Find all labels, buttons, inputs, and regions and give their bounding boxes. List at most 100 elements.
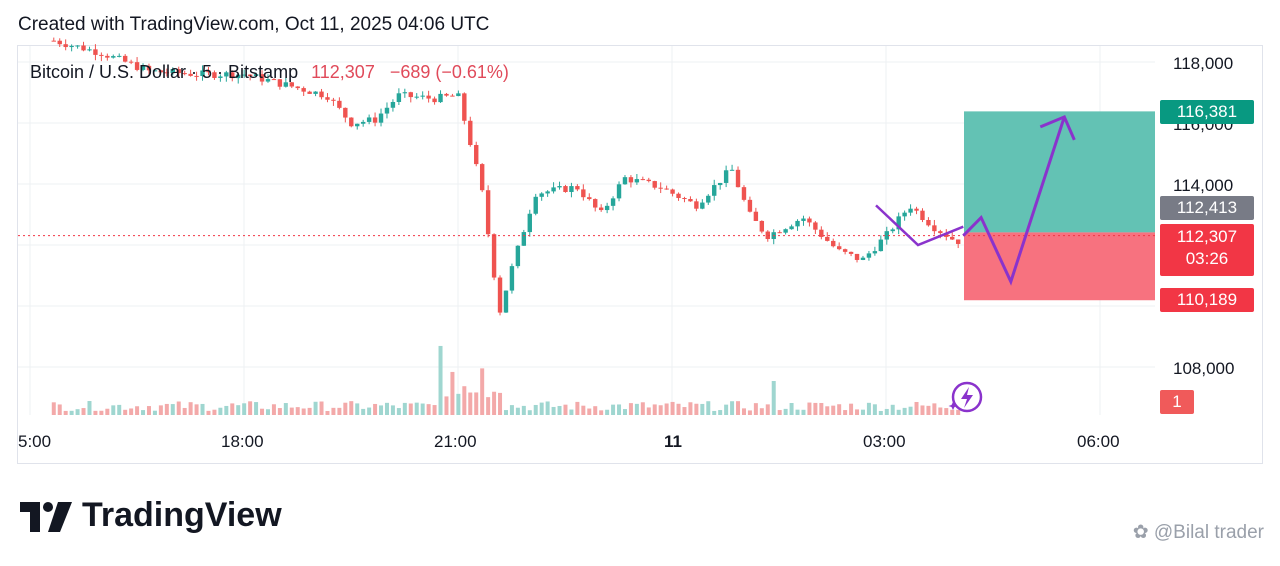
candle-body [271, 79, 277, 81]
chart-frame[interactable] [17, 45, 1263, 464]
volume-bar [908, 406, 913, 415]
volume-bar [331, 407, 336, 415]
candle-body [158, 70, 164, 73]
volume-bar [950, 409, 955, 415]
volume-bar [736, 401, 741, 415]
symbol-change: −689 (−0.61%) [389, 62, 509, 82]
volume-bar [652, 404, 657, 415]
candle-body [902, 212, 907, 217]
volume-bar [872, 404, 877, 415]
candle-body [402, 92, 408, 94]
volume-bar [498, 392, 503, 415]
candle-body [640, 179, 646, 181]
candle-body [247, 74, 253, 77]
volume-bar [658, 405, 663, 415]
volume-bar [843, 410, 848, 415]
candle-body [462, 93, 467, 121]
candle-body [842, 249, 848, 252]
volume-bar [521, 405, 526, 415]
volume-bar [105, 408, 110, 415]
volume-bar [587, 408, 592, 415]
volume-bar [492, 391, 497, 415]
candle-body [616, 184, 622, 199]
candle-body [759, 220, 765, 232]
candle-body [384, 107, 390, 114]
watermark-text: @Bilal trader [1153, 522, 1264, 543]
volume-bar [617, 404, 622, 415]
candle-body [729, 169, 735, 171]
candle-body [908, 208, 913, 213]
candle-body [360, 121, 366, 124]
volume-bar [837, 404, 842, 415]
volume-bar [390, 405, 395, 415]
candle-body [414, 96, 419, 98]
volume-bar [664, 403, 669, 415]
watermark: ✿ @Bilal trader [1133, 521, 1264, 544]
brand-logo: TradingView [20, 496, 282, 535]
volume-bar [194, 404, 199, 415]
chart-caption: Created with TradingView.com, Oct 11, 20… [18, 14, 490, 35]
candle-body [241, 74, 247, 76]
volume-bar [539, 402, 544, 415]
candle-body [539, 193, 544, 197]
candle-body [872, 251, 878, 254]
volume-bar [188, 402, 193, 415]
candle-body [390, 101, 396, 108]
projection-arrowhead [1039, 114, 1076, 141]
candle-body [777, 232, 782, 234]
volume-bar [432, 405, 437, 415]
candle-body [753, 211, 759, 221]
candle-body [450, 95, 455, 97]
volume-bar [724, 404, 729, 415]
volume-bar [896, 409, 901, 415]
volume-bar [361, 408, 366, 415]
volume-bar [813, 402, 818, 415]
candle-body [212, 72, 217, 78]
symbol-price: 112,307 [311, 62, 375, 82]
stop-zone [964, 232, 1155, 301]
volume-bar [462, 386, 467, 415]
volume-bar [694, 403, 699, 415]
volume-bar [182, 407, 187, 415]
time-axis-label: 03:00 [863, 432, 906, 451]
volume-bar [200, 403, 205, 415]
candle-body [723, 170, 729, 183]
volume-bar [176, 401, 181, 415]
candle-body [658, 187, 663, 189]
candle-body [491, 234, 497, 278]
candle-body [700, 202, 705, 209]
bar-countdown: 03:26 [1185, 249, 1229, 268]
candle-body [111, 56, 116, 58]
candle-body [789, 226, 794, 230]
candle-body [831, 240, 836, 247]
volume-bar [69, 410, 74, 415]
candle-body [914, 208, 919, 211]
volume-bar [236, 405, 241, 415]
candle-body [378, 113, 384, 123]
lightning-icon[interactable] [947, 380, 983, 416]
candle-body [438, 93, 443, 103]
candle-body [598, 207, 604, 211]
volume-bar [51, 402, 56, 415]
candle-body [128, 61, 134, 63]
candle-body [593, 199, 598, 208]
target-price-tag: 116,381 [1160, 100, 1254, 124]
volume-bar [712, 410, 717, 415]
candle-body [200, 70, 205, 77]
candle-body [230, 72, 235, 79]
candle-body [848, 251, 854, 254]
volume-bar [343, 402, 348, 415]
last-price-value: 112,307 [1176, 227, 1238, 246]
volume-bar [337, 407, 342, 415]
volume-bar [87, 401, 92, 415]
candle-body [694, 201, 699, 209]
candle-body [944, 233, 949, 237]
candle-body [652, 181, 657, 188]
volume-bar [414, 402, 419, 415]
volume-bar [759, 408, 764, 415]
candle-body [283, 82, 289, 87]
candle-body [105, 55, 110, 58]
volume-bar [753, 403, 758, 415]
candle-body [474, 145, 479, 165]
